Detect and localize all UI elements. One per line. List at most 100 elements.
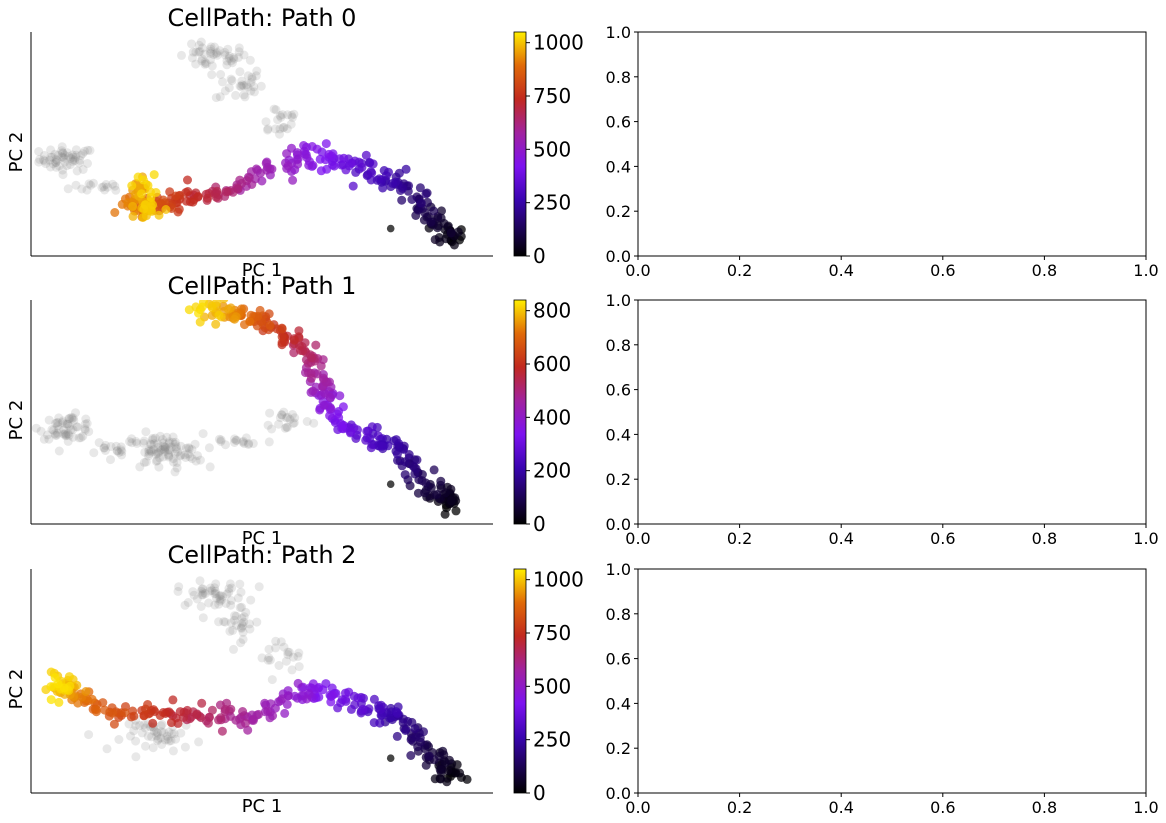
outlier-point	[386, 754, 395, 762]
background-cell-point	[148, 743, 158, 753]
path-cell-point	[421, 189, 431, 199]
path-cell-point	[391, 435, 401, 445]
background-cell-point	[227, 58, 237, 68]
background-cell-point	[146, 446, 156, 455]
colorbar: 0 250 500 750 1000	[513, 31, 584, 268]
background-cell-point	[124, 719, 134, 729]
background-cell-point	[127, 434, 137, 444]
path-cell-point	[193, 192, 203, 201]
y-tick-label: 0.8	[606, 68, 631, 87]
background-cell-point	[164, 438, 174, 448]
path-cell-point	[139, 711, 149, 721]
scatter-panel-path-0: CellPath: Path 0 PC 1 PC 2 0 250 500 750 100…	[6, 4, 584, 281]
background-cell-point	[197, 584, 207, 594]
background-cell-point	[181, 443, 191, 453]
path-cell-point	[429, 465, 439, 475]
background-cell-point	[131, 736, 141, 746]
x-tick-label: 0.2	[727, 261, 752, 280]
background-cell-point	[190, 439, 200, 449]
path-cell-point	[197, 698, 207, 708]
background-cell-point	[39, 151, 49, 160]
background-cell-point	[197, 56, 207, 66]
background-cell-point	[235, 67, 245, 77]
background-cell-point	[160, 735, 170, 745]
colorbar-tick-label: 1000	[533, 31, 584, 55]
background-cell-point	[283, 647, 293, 657]
background-cell-point	[57, 152, 67, 162]
background-cell-point	[206, 42, 216, 52]
background-cell-point	[198, 590, 208, 600]
background-cell-point	[235, 579, 245, 589]
background-cell-point	[117, 450, 127, 460]
background-cell-point	[200, 49, 210, 59]
path-cell-point	[435, 765, 445, 775]
background-cell-point	[140, 723, 150, 733]
outlier-point	[386, 224, 395, 233]
background-cell-point	[230, 438, 239, 447]
background-cell-point	[176, 441, 186, 451]
path-cell-point	[195, 317, 205, 327]
background-cell-point	[188, 587, 198, 597]
background-cell-point	[39, 155, 48, 165]
x-tick-label: 0.2	[727, 798, 752, 817]
background-cell-point	[58, 416, 68, 426]
background-cell-point	[101, 180, 111, 189]
path-cell-point	[238, 707, 248, 716]
background-cell-point	[148, 433, 158, 443]
path-cell-point	[421, 760, 431, 770]
path-cell-point	[375, 705, 385, 715]
path-cell-point	[446, 496, 456, 506]
background-cell-point	[57, 418, 67, 427]
path-cell-point	[154, 210, 164, 220]
background-cell-point	[283, 110, 293, 120]
path-cell-point	[289, 335, 299, 345]
background-cell-point	[222, 589, 232, 599]
path-cell-point	[392, 731, 402, 741]
background-cell-point	[195, 455, 205, 465]
y-tick-label: 0.4	[606, 157, 631, 176]
colorbar-tick-label: 500	[533, 674, 571, 698]
colorbar-tick-label: 600	[533, 352, 571, 376]
background-cell-point	[239, 50, 249, 60]
path-cell-point	[46, 682, 56, 692]
x-ticks: 0.0 0.2 0.4 0.6 0.8 1.0	[625, 793, 1159, 817]
background-cell-point	[173, 586, 183, 596]
background-cell-point	[219, 617, 229, 627]
background-cell-point	[210, 583, 219, 593]
path-cell-point	[54, 697, 64, 707]
background-cell-point	[151, 456, 161, 466]
background-cell-point	[239, 81, 249, 91]
path-cell-point	[392, 449, 402, 459]
path-cell-point	[211, 319, 221, 329]
background-cell-point	[51, 418, 61, 428]
background-cell-point	[51, 154, 61, 164]
x-tick-label: 0.0	[625, 798, 650, 817]
background-cell-point	[66, 412, 76, 422]
background-cell-point	[254, 582, 264, 592]
background-cell-point	[216, 70, 226, 79]
background-cell-point	[264, 644, 274, 654]
colorbar-tick-label: 0	[533, 244, 546, 268]
background-cell-point	[226, 74, 236, 84]
background-cell-point	[229, 54, 239, 64]
colorbar-tick-label: 750	[533, 84, 571, 108]
background-cell-point	[139, 436, 149, 446]
background-cell-point	[212, 47, 222, 57]
background-cell-point	[83, 145, 93, 155]
background-cell-point	[204, 598, 214, 608]
background-cell-point	[157, 720, 167, 729]
path-cell-point	[369, 718, 379, 728]
background-cell-point	[214, 599, 224, 609]
background-cell-point	[180, 742, 190, 752]
background-cell-point	[162, 731, 172, 741]
background-cell-point	[236, 81, 246, 91]
x-tick-label: 0.6	[930, 798, 955, 817]
colorbar-tick-label: 0	[533, 512, 546, 536]
background-cell-point	[84, 427, 94, 437]
path-cell-point	[288, 175, 298, 185]
colorbar: 0 200 400 600 800	[513, 299, 571, 536]
path-cell-point	[280, 708, 290, 718]
background-cell-point	[116, 442, 126, 452]
background-cell-point	[71, 145, 81, 155]
path-cell-point	[353, 693, 363, 703]
